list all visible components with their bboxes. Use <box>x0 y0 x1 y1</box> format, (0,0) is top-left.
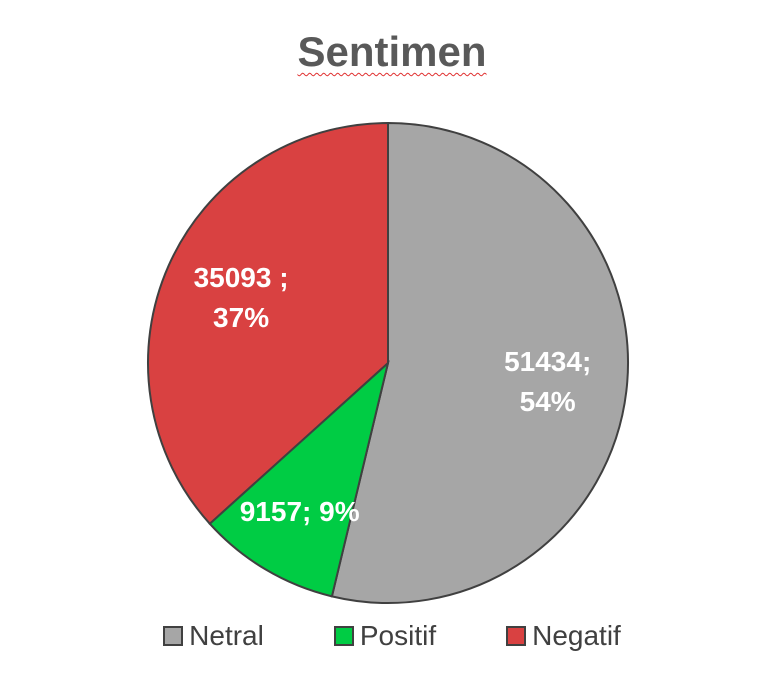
data-label: 35093 ; 37% <box>193 261 289 333</box>
legend-label: Negatif <box>532 620 621 651</box>
data-label: 51434; 54% <box>504 345 592 417</box>
legend-item: Positif <box>333 620 437 652</box>
legend-item: Negatif <box>506 620 621 652</box>
data-label: 9157; 9% <box>239 495 360 527</box>
pie-slice <box>147 121 389 526</box>
legend-label: Positif <box>359 620 437 651</box>
pie-slice <box>330 121 629 604</box>
legend-swatch <box>163 626 184 646</box>
legend-item: Netral <box>163 620 264 652</box>
legend-label: Netral <box>189 620 264 651</box>
pie-slice <box>208 360 390 598</box>
legend: Netral Positif Negatif <box>0 620 784 652</box>
legend-swatch <box>333 626 354 646</box>
legend-swatch <box>506 626 527 646</box>
chart-title: Sentimen <box>297 28 487 75</box>
